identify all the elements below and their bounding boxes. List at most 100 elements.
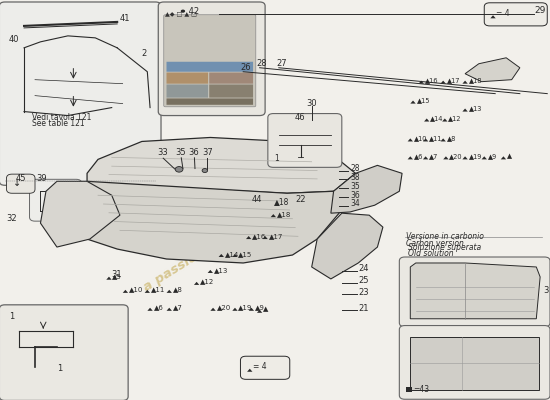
Polygon shape: [87, 138, 355, 193]
Text: 36: 36: [350, 191, 360, 200]
Text: 32: 32: [7, 214, 17, 223]
Text: ▲11: ▲11: [429, 135, 442, 141]
Polygon shape: [257, 310, 262, 313]
Text: =43: =43: [414, 385, 430, 394]
Text: ▲8: ▲8: [173, 286, 183, 292]
Text: ▲: ▲: [507, 153, 512, 159]
Polygon shape: [145, 290, 150, 293]
Text: Carbon version: Carbon version: [406, 239, 464, 248]
Text: 36: 36: [189, 148, 199, 156]
Text: 3: 3: [543, 286, 548, 295]
Text: ▲19: ▲19: [469, 153, 482, 159]
Text: 44: 44: [251, 196, 262, 204]
Text: ▲6: ▲6: [414, 153, 423, 159]
Text: ▲18: ▲18: [469, 77, 482, 83]
FancyBboxPatch shape: [164, 15, 256, 107]
FancyBboxPatch shape: [268, 114, 342, 167]
Polygon shape: [87, 181, 344, 263]
Text: 1: 1: [274, 154, 279, 162]
Polygon shape: [482, 156, 487, 159]
Text: Old solution: Old solution: [408, 249, 453, 258]
Circle shape: [181, 10, 185, 13]
FancyBboxPatch shape: [30, 179, 81, 221]
Polygon shape: [147, 308, 153, 311]
Text: 41: 41: [120, 14, 130, 23]
Polygon shape: [232, 308, 238, 311]
Text: 42: 42: [186, 7, 199, 16]
FancyBboxPatch shape: [158, 2, 265, 116]
Text: 35: 35: [350, 182, 360, 191]
Text: 28: 28: [257, 59, 267, 68]
Text: 31: 31: [112, 270, 122, 279]
Polygon shape: [419, 81, 424, 84]
FancyBboxPatch shape: [167, 98, 253, 105]
Text: 27: 27: [276, 59, 287, 68]
Text: 21: 21: [358, 304, 368, 313]
Text: ▲10: ▲10: [414, 135, 427, 141]
Text: 23: 23: [358, 288, 369, 297]
FancyBboxPatch shape: [167, 84, 208, 98]
Polygon shape: [218, 254, 224, 257]
Polygon shape: [262, 236, 268, 239]
Text: Soluzione superata: Soluzione superata: [408, 243, 481, 252]
Text: ▲◆ □ ▲ □: ▲◆ □ ▲ □: [166, 12, 197, 17]
Text: ▲14: ▲14: [225, 251, 239, 257]
Polygon shape: [463, 156, 468, 159]
Text: 29: 29: [535, 6, 546, 15]
Text: ▲: ▲: [263, 306, 268, 312]
Text: ▲15: ▲15: [416, 97, 430, 103]
FancyBboxPatch shape: [484, 3, 547, 26]
Polygon shape: [41, 181, 120, 247]
FancyBboxPatch shape: [209, 72, 253, 84]
Text: ▲17: ▲17: [447, 77, 460, 83]
Text: Vedi tavola 121: Vedi tavola 121: [32, 112, 92, 122]
Polygon shape: [443, 156, 449, 159]
Text: 1: 1: [57, 364, 62, 373]
Text: ▲9: ▲9: [255, 304, 265, 310]
Text: 39: 39: [36, 174, 47, 183]
Polygon shape: [423, 138, 428, 142]
Text: ▲13: ▲13: [214, 267, 228, 273]
Text: 28: 28: [350, 164, 360, 173]
Polygon shape: [410, 337, 539, 390]
Circle shape: [202, 168, 207, 172]
Text: ▲20: ▲20: [217, 304, 231, 310]
Polygon shape: [410, 100, 416, 104]
Text: a passion since 1947: a passion since 1947: [141, 200, 280, 294]
Text: 24: 24: [358, 264, 368, 273]
Polygon shape: [246, 236, 251, 239]
FancyBboxPatch shape: [0, 305, 128, 400]
Text: 2: 2: [142, 49, 147, 58]
Text: 37: 37: [202, 148, 213, 156]
Text: ▲17: ▲17: [268, 233, 283, 239]
Text: See table 121: See table 121: [32, 119, 85, 128]
Text: 30: 30: [306, 98, 317, 108]
Text: 1: 1: [9, 312, 14, 321]
Polygon shape: [247, 369, 252, 372]
Text: = 4: = 4: [497, 9, 510, 18]
Text: ▲16: ▲16: [252, 233, 267, 239]
Polygon shape: [441, 138, 446, 142]
Text: ▲10: ▲10: [129, 286, 143, 292]
Polygon shape: [106, 277, 112, 280]
Polygon shape: [406, 387, 412, 392]
Polygon shape: [442, 118, 448, 122]
FancyBboxPatch shape: [167, 62, 253, 72]
Polygon shape: [465, 58, 520, 82]
Polygon shape: [211, 308, 216, 311]
Polygon shape: [208, 270, 213, 273]
Text: ▲13: ▲13: [469, 105, 482, 111]
Text: ▲8: ▲8: [447, 135, 456, 141]
Polygon shape: [463, 108, 468, 112]
Polygon shape: [424, 118, 430, 122]
Polygon shape: [232, 254, 238, 257]
FancyBboxPatch shape: [399, 326, 550, 399]
Text: 45: 45: [16, 174, 26, 183]
Polygon shape: [408, 156, 413, 159]
Polygon shape: [167, 290, 172, 293]
Text: 26: 26: [240, 63, 251, 72]
Polygon shape: [463, 81, 468, 84]
Text: 38: 38: [350, 173, 360, 182]
Polygon shape: [123, 290, 128, 293]
Polygon shape: [167, 308, 172, 311]
